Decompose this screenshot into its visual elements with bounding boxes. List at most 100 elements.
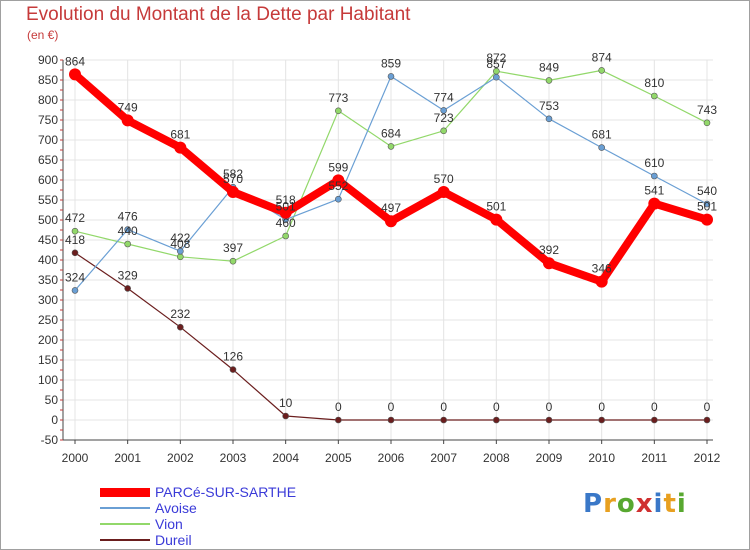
data-label: 749	[118, 100, 138, 114]
y-tick-label: 750	[38, 113, 58, 127]
data-label: 684	[381, 126, 401, 140]
data-label: 0	[598, 400, 605, 414]
data-label: 570	[223, 172, 243, 186]
x-tick-label: 2010	[588, 451, 615, 465]
data-label: 501	[697, 200, 717, 214]
y-tick-label: 350	[38, 273, 58, 287]
x-tick-label: 2001	[114, 451, 141, 465]
data-point	[124, 240, 131, 248]
data-label: 518	[276, 193, 296, 207]
data-point	[440, 107, 447, 114]
data-point	[279, 206, 292, 219]
legend-swatch	[100, 523, 150, 525]
data-label: 418	[65, 233, 85, 247]
data-point	[335, 416, 342, 424]
data-point	[493, 73, 500, 81]
data-label: 874	[592, 50, 612, 64]
data-point	[598, 416, 605, 424]
data-label: 849	[539, 60, 559, 74]
data-label: 0	[651, 400, 658, 414]
data-label: 329	[118, 268, 138, 282]
logo-letter: o	[616, 489, 636, 519]
data-point	[229, 257, 237, 265]
data-point	[701, 213, 713, 226]
data-point	[440, 127, 447, 135]
legend-label: Dureil	[155, 532, 192, 548]
y-tick-label: 200	[38, 333, 58, 347]
y-tick-label: 0	[51, 413, 58, 427]
data-point	[71, 287, 79, 294]
data-point	[703, 119, 711, 127]
data-label: 540	[697, 184, 717, 198]
y-tick-label: 50	[45, 393, 59, 407]
data-label: 723	[434, 111, 454, 125]
data-label: 472	[65, 211, 85, 225]
y-tick-label: 250	[38, 313, 58, 327]
legend-label: Vion	[155, 516, 183, 532]
legend-swatch	[100, 539, 150, 541]
data-point	[651, 92, 658, 100]
data-label: 0	[546, 400, 553, 414]
data-point	[545, 416, 553, 424]
data-label: 0	[335, 400, 342, 414]
data-label: 501	[486, 200, 506, 214]
data-point	[229, 366, 237, 373]
x-tick-label: 2002	[167, 451, 194, 465]
data-label: 422	[170, 231, 190, 245]
y-tick-label: 550	[38, 193, 58, 207]
data-point	[490, 213, 503, 226]
data-point	[227, 186, 239, 198]
chart-unit-label: (en €)	[27, 28, 59, 42]
y-tick-label: 100	[38, 373, 58, 387]
data-point	[282, 412, 289, 420]
data-label: 0	[388, 400, 395, 414]
y-tick-label: 450	[38, 233, 58, 247]
x-tick-label: 2005	[325, 451, 352, 465]
legend-label: PARCé-SUR-SARTHE	[155, 484, 297, 500]
logo-letter: P	[583, 489, 604, 519]
data-label: 859	[381, 56, 401, 70]
data-point	[651, 416, 658, 424]
data-point	[177, 323, 184, 331]
data-point	[385, 215, 397, 228]
data-label: 872	[486, 51, 506, 65]
data-label: 570	[434, 172, 454, 186]
x-tick-label: 2006	[378, 451, 405, 465]
data-point	[177, 247, 184, 255]
data-point	[387, 143, 395, 150]
data-label: 610	[644, 156, 664, 170]
data-label: 408	[170, 237, 190, 251]
data-label: 743	[697, 103, 717, 117]
data-point	[595, 275, 608, 288]
data-label: 552	[328, 179, 348, 193]
data-label: 497	[381, 201, 401, 215]
x-tick-label: 2009	[536, 451, 563, 465]
data-point	[177, 253, 184, 261]
data-label: 501	[276, 200, 296, 214]
y-tick-label: -50	[41, 433, 59, 447]
logo-letter: t	[663, 489, 677, 519]
data-label: 324	[65, 270, 85, 284]
logo-letter: i	[676, 489, 687, 519]
data-label: 392	[539, 243, 559, 257]
data-label: 0	[704, 400, 711, 414]
data-point	[545, 115, 553, 123]
data-point	[598, 144, 605, 151]
legend-label: Avoise	[155, 500, 197, 516]
data-label: 864	[65, 54, 85, 68]
data-point	[335, 107, 342, 115]
y-tick-label: 900	[38, 53, 58, 67]
data-label: 232	[170, 307, 190, 321]
data-label: 440	[118, 224, 138, 238]
data-label: 460	[276, 216, 296, 230]
x-tick-label: 2004	[272, 451, 299, 465]
y-tick-label: 300	[38, 293, 58, 307]
data-label: 582	[223, 167, 243, 181]
logo-letter: r	[603, 489, 617, 519]
data-point	[437, 186, 450, 198]
data-point	[651, 172, 658, 180]
data-point	[648, 197, 661, 210]
data-point	[69, 68, 81, 81]
legend-swatch	[100, 487, 150, 497]
y-tick-label: 500	[38, 213, 58, 227]
